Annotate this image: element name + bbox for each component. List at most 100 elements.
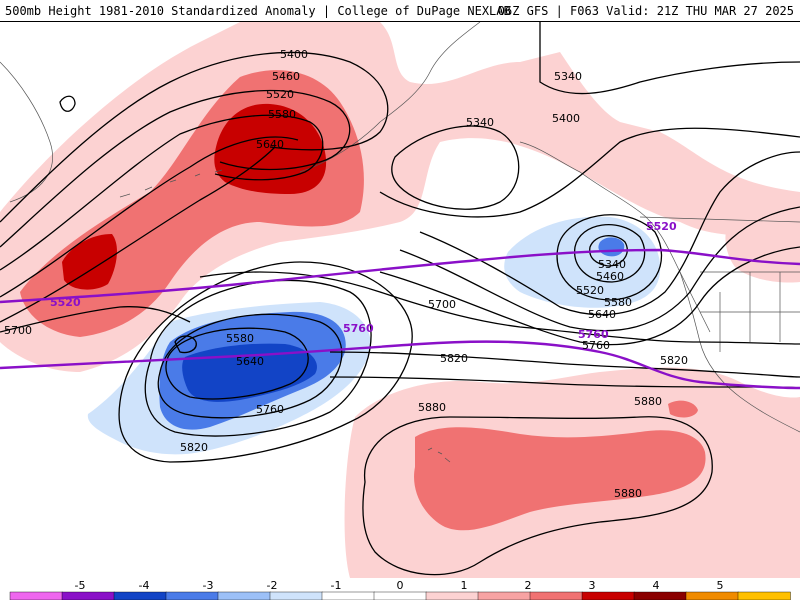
- contour-5580-aleutian: [0, 136, 299, 298]
- contour-label: 5640: [588, 308, 616, 321]
- contour-label: 5700: [428, 298, 456, 311]
- colorbar-bin: [477, 591, 531, 600]
- colorbar-bin: [9, 591, 63, 600]
- contour-label: 5520: [576, 284, 604, 297]
- contour-trough-4: [144, 279, 372, 437]
- anomaly-shading: [0, 22, 800, 578]
- bc-coast: [519, 141, 711, 333]
- contour-label: 5880: [418, 401, 446, 414]
- contour-label: 5400: [280, 48, 308, 61]
- contour-label: 5340: [554, 70, 582, 83]
- colorbar-tick-label: -3: [203, 579, 214, 592]
- contour-label: 5340: [466, 116, 494, 129]
- colorbar-bin: [685, 591, 739, 600]
- alaska-coast: [299, 22, 481, 173]
- positive-anomaly-3sd-west: [62, 234, 117, 290]
- colorbar-tick-label: 4: [653, 579, 660, 592]
- contour-trough-5: [118, 261, 413, 463]
- contour-label: 5460: [596, 270, 624, 283]
- contour-label: 5700: [4, 324, 32, 337]
- contour-label: 5820: [440, 352, 468, 365]
- purple-5760-contour: [0, 340, 800, 390]
- colorbar-bin: [373, 591, 427, 600]
- colorbar-bin: [61, 591, 115, 600]
- contour-label: 5820: [180, 441, 208, 454]
- contour-label: 5820: [660, 354, 688, 367]
- colorbar-bin: [737, 591, 791, 600]
- positive-anomaly-2sd-south: [414, 427, 706, 531]
- contour-label: 5460: [272, 70, 300, 83]
- contour-label: 5580: [604, 296, 632, 309]
- contour-label: 5640: [256, 138, 284, 151]
- positive-anomaly-2sd-east: [668, 400, 698, 418]
- contour-5640-aleutian: [0, 146, 276, 323]
- positive-anomaly-1sd-sw-coast: [725, 214, 800, 283]
- colorbar-tick-label: 1: [461, 579, 468, 592]
- colorbar-tick-label: -2: [267, 579, 278, 592]
- contour-label: 5340: [598, 258, 626, 271]
- positive-anomaly-1sd-north: [0, 22, 800, 372]
- contour-5340-alaska: [391, 125, 520, 210]
- contour-label: 5880: [634, 395, 662, 408]
- contour-labels: 5400 5460 5520 5580 5640 5340 5400 5340 …: [4, 48, 688, 500]
- colorbar-tick-label: -4: [139, 579, 150, 592]
- colorbar-bin: [321, 591, 375, 600]
- contour-label: 5760: [256, 403, 284, 416]
- contour-5760-east: [329, 351, 800, 378]
- colorbar-tick-label: 3: [589, 579, 596, 592]
- colorbar-ticks: -5 -4 -3 -2 -1 0 1 2 3 4 5: [75, 579, 724, 592]
- colorbar-bin: [269, 591, 323, 600]
- colorbar-tick-label: 2: [525, 579, 532, 592]
- contour-label: 5760: [343, 322, 374, 335]
- colorbar-bin: [425, 591, 479, 600]
- colorbar-bin: [165, 591, 219, 600]
- contour-label: 5580: [268, 108, 296, 121]
- contour-5880-ring-south: [362, 416, 713, 576]
- colorbar-tick-label: 5: [717, 579, 724, 592]
- contour-low-ring-1: [589, 235, 628, 267]
- land-outlines: [0, 22, 800, 463]
- contour-trough-1: [174, 335, 197, 354]
- contour-5460-aleutian: [0, 89, 351, 248]
- contour-closed-west-high: [59, 95, 76, 112]
- state-lines: [700, 271, 800, 352]
- colorbar-bin: [113, 591, 167, 600]
- aleutian-islands: [119, 169, 223, 198]
- colorbar-tick-label: 0: [397, 579, 404, 592]
- colorbar-bin: [529, 591, 583, 600]
- contour-low-ring-5: [399, 206, 800, 332]
- colorbar-tick-label: -1: [331, 579, 342, 592]
- contour-5400-west: [0, 51, 389, 223]
- canada-border: [639, 216, 800, 223]
- contour-label: 5760: [578, 328, 609, 341]
- contour-trough-2: [165, 327, 309, 400]
- contour-label: 5580: [226, 332, 254, 345]
- contour-label: 5640: [236, 355, 264, 368]
- contour-low-ring-6: [379, 246, 800, 346]
- colorbar-bin: [581, 591, 635, 600]
- contour-label: 5880: [614, 487, 642, 500]
- hawaii-islands: [427, 447, 451, 463]
- contour-label: 5760: [582, 339, 610, 352]
- colorbar-tick-label: -5: [75, 579, 86, 592]
- contour-label: 5520: [266, 88, 294, 101]
- contour-5340-canada: [539, 22, 800, 95]
- positive-anomaly-3sd-aleutian: [214, 103, 327, 194]
- colorbar-bin: [633, 591, 687, 600]
- russia-coast: [0, 61, 53, 203]
- contour-label: 5520: [50, 296, 81, 309]
- highlight-contours: [0, 248, 800, 390]
- colorbar-bins: [9, 591, 791, 600]
- contour-low-ring-3: [556, 214, 663, 301]
- negative-anomaly-3sd-low-center: [598, 237, 625, 257]
- anomaly-colorbar: -5 -4 -3 -2 -1 0 1 2 3 4 5: [9, 579, 791, 600]
- purple-5520-contour: [0, 248, 800, 304]
- height-contours: [0, 22, 800, 576]
- map-title: 500mb Height 1981-2010 Standardized Anom…: [5, 4, 511, 18]
- anomaly-map: 5400 5460 5520 5580 5640 5340 5400 5340 …: [0, 22, 800, 578]
- contour-low-ring-4: [419, 151, 800, 316]
- contour-low-ring-2: [574, 224, 646, 283]
- contour-5520-aleutian: [0, 114, 324, 271]
- contour-label: 5520: [646, 220, 677, 233]
- contour-trough-3: [157, 313, 343, 419]
